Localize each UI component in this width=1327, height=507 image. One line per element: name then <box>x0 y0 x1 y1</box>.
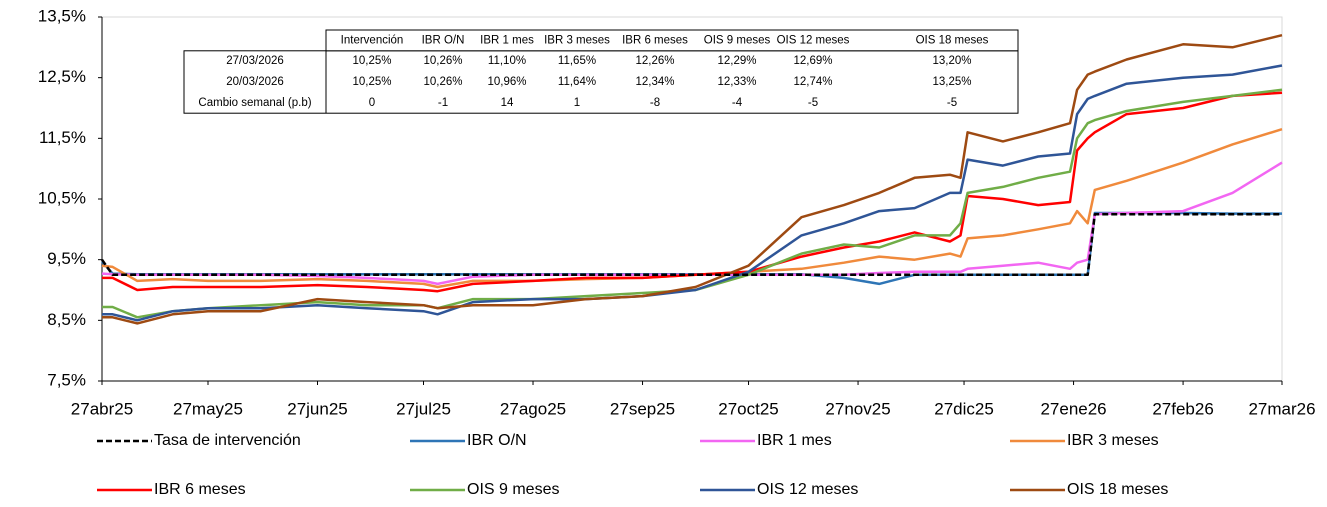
table-row-label: 27/03/2026 <box>226 55 284 67</box>
table-cell: 10,96% <box>487 76 526 88</box>
legend-label: IBR O/N <box>467 432 527 449</box>
table-cell: 11,64% <box>558 76 596 88</box>
table-cell: 12,26% <box>635 55 674 67</box>
data-table: Intervención IBR O/N IBR 1 mes IBR 3 meses I… <box>183 29 1019 114</box>
table-header: OIS 18 meses <box>916 34 989 46</box>
table-cell: 11,65% <box>558 55 596 67</box>
y-tick-label: 9,5% <box>47 249 86 268</box>
x-tick-label: 27abr25 <box>71 399 133 418</box>
legend-label: IBR 3 meses <box>1067 432 1159 449</box>
series-line <box>102 33 1283 325</box>
table-cell: -5 <box>808 97 818 109</box>
x-tick-label: 27jul25 <box>396 399 451 418</box>
table-cell: 11,10% <box>488 55 526 67</box>
legend-label: OIS 18 meses <box>1067 481 1168 498</box>
table-header-bg <box>325 29 1019 52</box>
table-cell: -5 <box>947 97 957 109</box>
y-tick-label: 13,5% <box>38 6 86 25</box>
series-line <box>100 212 1282 277</box>
y-tick-label: 11,5% <box>39 128 86 147</box>
table-bg <box>183 50 1019 114</box>
table-header: IBR 6 meses <box>622 34 688 46</box>
y-tick-label: 8,5% <box>47 310 86 329</box>
x-tick-label: 27sep25 <box>610 399 675 418</box>
series-line <box>101 128 1283 289</box>
legend-label: IBR 1 mes <box>757 432 832 449</box>
x-tick-label: 27mar26 <box>1248 399 1315 418</box>
x-tick-label: 27jun25 <box>287 399 348 418</box>
table-cell: 12,34% <box>635 76 674 88</box>
table-header: OIS 12 meses <box>777 34 850 46</box>
x-tick-label: 27oct25 <box>718 399 779 418</box>
legend-label: OIS 9 meses <box>467 481 559 498</box>
table-cell: -8 <box>650 97 660 109</box>
legend-label: IBR 6 meses <box>154 481 246 498</box>
series-line <box>102 88 1283 319</box>
y-tick-label: 10,5% <box>38 188 86 207</box>
table-cell: 12,33% <box>717 76 756 88</box>
x-tick-label: 27nov25 <box>825 399 890 418</box>
table-cell: 10,26% <box>423 55 462 67</box>
table-cell: 1 <box>574 97 580 109</box>
table-cell: 10,25% <box>352 55 391 67</box>
table-header: OIS 9 meses <box>704 34 771 46</box>
table-cell: 12,29% <box>717 55 756 67</box>
table-header: Intervención <box>341 34 404 46</box>
table-cell: 12,74% <box>793 76 832 88</box>
table-cell: 14 <box>501 97 514 109</box>
table-header: IBR 1 mes <box>480 34 534 46</box>
series-line <box>101 211 1282 286</box>
table-cell: 10,25% <box>352 76 391 88</box>
table-header: IBR 3 meses <box>544 34 610 46</box>
x-tick-label: 27may25 <box>173 399 243 418</box>
table-cell: 13,20% <box>932 55 971 67</box>
table-cell: 13,25% <box>932 76 971 88</box>
y-tick-label: 12,5% <box>38 67 86 86</box>
table-cell: -4 <box>732 97 743 109</box>
y-tick-label: 7,5% <box>47 370 86 389</box>
series-line <box>101 161 1283 286</box>
table-cell: -1 <box>438 97 448 109</box>
series-line <box>102 91 1283 293</box>
x-tick-label: 27ago25 <box>500 399 566 418</box>
x-tick-label: 27feb26 <box>1152 399 1213 418</box>
x-tick-label: 27ene26 <box>1040 399 1106 418</box>
x-tick-label: 27dic25 <box>934 399 994 418</box>
table-cell: 0 <box>369 97 375 109</box>
table-row-label: 20/03/2026 <box>226 76 284 88</box>
legend-label: OIS 12 meses <box>757 481 858 498</box>
table-cell: 12,69% <box>793 55 832 67</box>
table-header: IBR O/N <box>422 34 465 46</box>
table-cell: 10,26% <box>423 76 462 88</box>
table-row-label: Cambio semanal (p.b) <box>198 97 311 109</box>
legend-label: Tasa de intervención <box>154 432 301 449</box>
